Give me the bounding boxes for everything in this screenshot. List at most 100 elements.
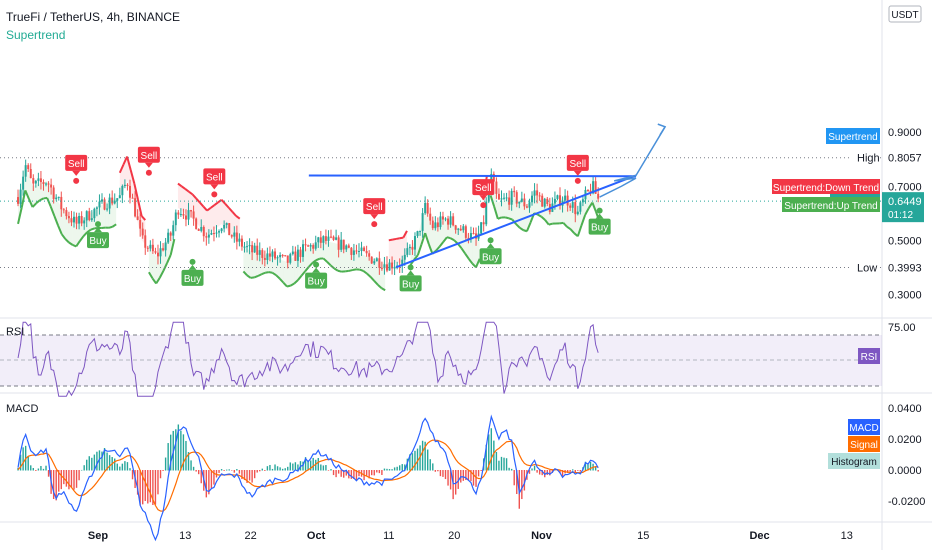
macd-histogram-bar xyxy=(47,470,50,477)
supertrend-segment xyxy=(261,271,266,276)
candle-body xyxy=(39,178,42,183)
macd-histogram-bar xyxy=(566,470,569,473)
candle-body xyxy=(187,210,190,220)
macd-histogram-bar xyxy=(80,469,83,471)
high-tag-bg xyxy=(852,149,880,166)
candle-body xyxy=(116,198,119,201)
candle-body xyxy=(319,237,322,243)
macd-histogram-bar xyxy=(391,469,393,471)
candle-body xyxy=(65,210,68,217)
supertrend-segment xyxy=(169,238,176,256)
candle-body xyxy=(195,218,198,229)
supertrend-fill xyxy=(207,207,211,235)
candle-body xyxy=(202,226,205,237)
macd-histogram-bar xyxy=(103,447,106,471)
macd-pane-label: MACD xyxy=(6,403,39,415)
signal-pointer xyxy=(144,162,153,168)
candle-body xyxy=(523,198,526,207)
supertrend-segment xyxy=(377,284,383,289)
supertrend-segment xyxy=(177,182,183,188)
supertrend-segment xyxy=(508,217,513,221)
time-tick-label: Nov xyxy=(531,530,553,542)
buy-label: Buy xyxy=(184,274,201,285)
candle-body xyxy=(141,228,144,236)
candle-body xyxy=(579,202,582,212)
candle-body xyxy=(95,207,98,209)
macd-histogram-bar xyxy=(523,470,526,491)
supertrend-segment xyxy=(257,273,263,277)
candle-body xyxy=(495,181,498,194)
supertrend-segment xyxy=(435,245,441,252)
candle-body xyxy=(55,197,58,199)
supertrend-segment xyxy=(297,274,303,281)
macd-histogram-bar xyxy=(444,470,447,480)
supertrend-segment xyxy=(540,216,546,221)
supertrend-fill xyxy=(341,244,346,272)
macd-histogram-bar xyxy=(108,455,111,471)
candle-body xyxy=(559,195,562,206)
macd-histogram-bar xyxy=(350,470,353,479)
macd-histogram-bar xyxy=(477,470,480,477)
candle-body xyxy=(197,228,200,231)
candle-body xyxy=(324,236,327,241)
candle-body xyxy=(426,202,429,214)
supertrend-segment xyxy=(369,276,375,282)
macd-histogram-bar xyxy=(93,454,96,471)
supertrend-segment xyxy=(366,272,372,278)
macd-histogram-bar xyxy=(411,453,414,471)
supertrend-segment xyxy=(392,237,397,241)
candle-body xyxy=(263,257,266,260)
macd-histogram-bar xyxy=(37,468,40,471)
time-tick-label: 15 xyxy=(637,530,649,542)
signal-pointer xyxy=(595,213,604,219)
candle-body xyxy=(177,212,180,215)
trend-status-tag-bg xyxy=(782,197,880,212)
macd-histogram-bar xyxy=(231,470,233,471)
candle-body xyxy=(459,228,462,231)
candle-body xyxy=(93,208,96,219)
candle-body xyxy=(149,244,152,249)
price-tick-label: 0.9000 xyxy=(888,127,922,139)
candle-body xyxy=(312,245,315,249)
candle-body xyxy=(345,245,348,250)
buy-label-bg xyxy=(87,232,109,249)
candle-body xyxy=(388,262,391,271)
candle-body xyxy=(393,266,396,269)
candle-body xyxy=(75,216,78,224)
supertrend-fill xyxy=(345,245,349,272)
candle-body xyxy=(230,235,233,237)
macd-histogram-bar xyxy=(584,461,587,471)
supertrend-fill xyxy=(268,255,273,273)
candle-body xyxy=(50,184,53,188)
signal-pointer xyxy=(94,227,102,233)
buy-label-bg xyxy=(399,275,422,292)
supertrend-segment xyxy=(191,193,197,200)
macd-histogram-bar xyxy=(465,470,467,481)
signal-dot xyxy=(574,177,581,184)
sell-label: Sell xyxy=(206,172,223,183)
macd-histogram-bar xyxy=(287,466,289,471)
candle-body xyxy=(533,190,536,196)
supertrend-segment xyxy=(108,225,113,229)
supertrend-segment xyxy=(329,264,335,270)
candle-body xyxy=(375,258,378,262)
time-tick-label: 20 xyxy=(448,530,460,542)
supertrend-segment xyxy=(337,269,342,273)
candle-body xyxy=(131,197,134,199)
supertrend-segment xyxy=(591,202,597,213)
macd-histogram-bar xyxy=(70,470,73,488)
macd-histogram-bar xyxy=(317,458,319,471)
signal-dot xyxy=(596,207,603,214)
sell-label-bg xyxy=(203,168,226,185)
supertrend-segment xyxy=(544,219,550,226)
supertrend-fill xyxy=(359,252,364,271)
signal-pointer xyxy=(370,214,379,220)
candle-body xyxy=(492,173,495,182)
projection-path xyxy=(599,126,666,198)
candle-body xyxy=(85,211,88,221)
macd-histogram-bar xyxy=(572,469,574,471)
candle-body xyxy=(401,259,404,266)
supertrend-fill xyxy=(519,201,524,231)
candle-body xyxy=(520,198,523,202)
